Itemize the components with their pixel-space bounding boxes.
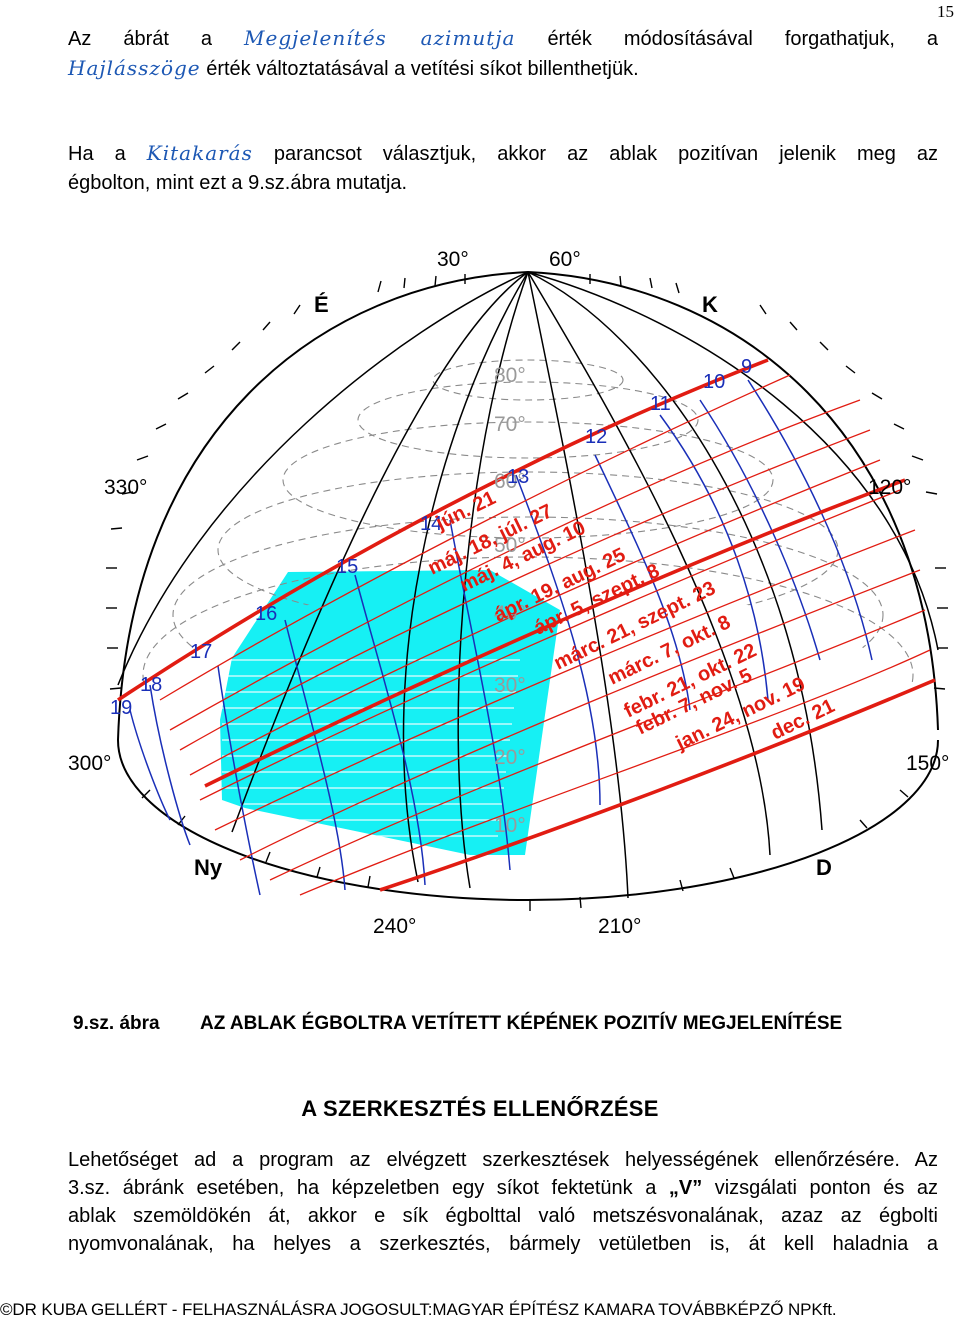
hour-label: 13 [507,466,529,488]
command-hajlasszoge: Hajlásszöge [68,56,201,80]
north-label: É [314,292,329,317]
p2-text-1: Ha a [68,143,126,165]
altitude-label: 40° [494,602,526,625]
altitude-label: 10° [494,814,526,837]
altitude-labels: 80° 70° 60° 50° 40° 30° 20° 10° [494,364,526,837]
hour-label: 15 [336,556,358,578]
altitude-label: 50° [494,534,526,557]
azimuth-label: 60° [549,248,581,271]
hour-label: 18 [140,674,162,696]
body-line-2: 3.sz. ábránk esetében, ha képzeletben eg… [68,1174,938,1202]
copyright-footer: ©DR KUBA GELLÉRT - FELHASZNÁLÁSRA JOGOSU… [0,1300,837,1319]
west-label: Ny [194,855,223,880]
azimuth-label: 150° [906,752,949,775]
azimuth-ticks [106,274,948,911]
azimuth-label: 300° [68,752,111,775]
page-number: 15 [937,2,954,21]
hour-label: 11 [650,393,671,415]
south-label: D [816,855,832,880]
altitude-label: 60° [494,470,526,493]
hour-label: 12 [585,426,607,448]
hour-label: 16 [255,603,277,625]
body-paragraph: Lehetőséget ad a program az elvégzett sz… [68,1146,938,1258]
figure-number: 9.sz. ábra [73,1013,160,1034]
command-kitakaras: Kitakarás [146,141,253,165]
body-line-2-part-c: vizsgálati ponton és az [714,1177,938,1199]
body-line-3: ablak szemöldökén át, akkor e sík égbolt… [68,1205,938,1227]
cardinal-direction-labels: É K Ny D [194,292,832,880]
p2-text-3: égbolton, mint ezt a 9.sz.ábra mutatja. [68,172,408,194]
figure-caption: 9.sz. ábra AZ ABLAK ÉGBOLTRA VETÍTETT KÉP… [73,1013,842,1035]
figure-title: AZ ABLAK ÉGBOLTRA VETÍTETT KÉPÉNEK POZIT… [200,1013,843,1034]
azimuth-label: 120° [868,476,911,499]
p1-text-2: érték módosításával forgathatjuk, a [547,28,938,50]
altitude-label: 70° [494,413,526,436]
body-line-2-part-a: 3.sz. ábránk esetében, ha képzeletben eg… [68,1177,657,1199]
sky-dome-figure: 30° 60° 330° 120° 300° 150° 240° 210° É … [0,230,960,990]
command-megjelenites-azimutja: Megjelenítés azimutja [244,26,516,50]
hour-label: 19 [110,697,132,719]
hour-label: 9 [741,356,752,378]
altitude-label: 30° [494,674,526,697]
hour-lines [129,379,873,896]
azimuth-label: 30° [437,248,469,271]
p1-text-3: érték változtatásával a vetítési síkot b… [206,58,639,80]
p2-text-2: parancsot választjuk, akkor az ablak poz… [273,143,939,165]
east-label: K [702,292,718,317]
altitude-label: 80° [494,364,526,387]
azimuth-label: 210° [598,915,641,938]
sun-paths [159,374,931,896]
body-line-4: nyomvonalának, ha helyes a szerkesztés, … [68,1233,938,1255]
azimuth-label: 330° [104,476,147,499]
section-heading: A SZERKESZTÉS ELLENŐRZÉSE [301,1096,659,1121]
azimuth-label: 240° [373,915,416,938]
solstice-equinox-paths [117,358,936,892]
body-line-1: Lehetőséget ad a program az elvégzett sz… [68,1149,938,1171]
altitude-label: 20° [494,746,526,769]
hour-label: 17 [190,641,212,663]
hour-label: 10 [703,371,725,393]
sky-dome-diagram: 30° 60° 330° 120° 300° 150° 240° 210° É … [68,248,949,938]
hour-label: 14 [420,513,442,535]
point-v: „V” [668,1177,703,1199]
azimuth-degree-labels: 30° 60° 330° 120° 300° 150° 240° 210° [68,248,949,938]
intro-paragraph: Az ábrát a Megjelenítés azimutja érték m… [68,24,938,84]
p1-text-1: Az ábrát a [68,28,213,50]
second-paragraph: Ha a Kitakarás parancsot választjuk, akk… [68,139,938,198]
hour-labels: 9 10 11 12 13 14 15 16 17 18 19 [110,356,752,719]
